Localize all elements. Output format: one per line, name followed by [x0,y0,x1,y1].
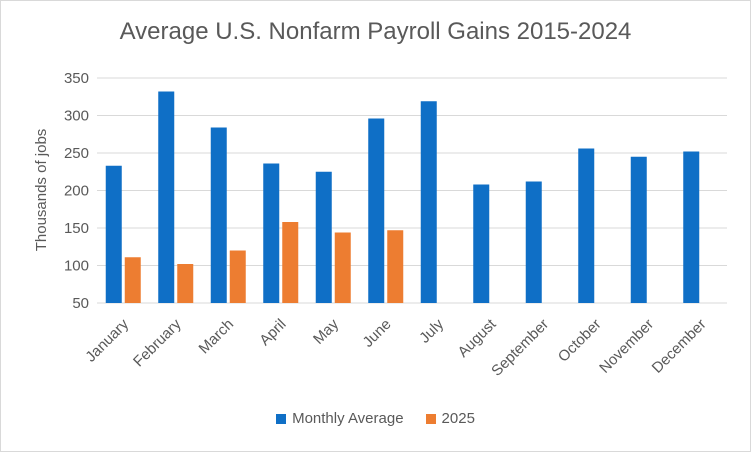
legend-label-monthly-average: Monthly Average [292,410,404,427]
bar-monthly-average-july [420,101,437,303]
legend-item-monthly-average: Monthly Average [276,410,404,427]
legend-item-2025: 2025 [425,410,475,427]
x-tick-label: November [596,316,657,377]
y-tick-label: 300 [64,108,89,125]
bar-monthly-average-october [578,148,595,303]
x-tick-label: October [555,316,605,366]
bar-monthly-average-august [473,184,490,303]
bar-monthly-average-january [105,165,122,303]
y-tick-label: 250 [64,145,89,162]
bar-monthly-average-december [683,151,700,303]
bar-monthly-average-june [368,118,385,303]
legend: Monthly Average 2025 [0,410,751,427]
legend-swatch-2025 [425,413,436,424]
bar-2025-january [124,257,141,303]
legend-swatch-monthly-average [276,413,287,424]
bar-2025-may [334,232,351,303]
bar-2025-march [229,250,246,303]
y-tick-label: 50 [72,295,89,312]
x-tick-label: August [455,315,501,361]
bar-2025-april [282,222,299,303]
x-tick-label: June [360,316,395,351]
chart-title: Average U.S. Nonfarm Payroll Gains 2015-… [119,18,632,45]
legend-label-2025: 2025 [441,410,475,427]
x-tick-label: January [82,315,132,365]
x-tick-label: May [310,315,342,347]
y-tick-label: 150 [64,220,89,237]
bar-2025-february [177,264,194,303]
y-tick-label: 200 [64,183,89,200]
bar-2025-june [387,230,404,303]
x-tick-label: July [416,315,447,346]
x-tick-label: September [488,316,552,380]
bar-monthly-average-may [315,171,332,303]
bar-monthly-average-february [158,91,175,303]
x-tick-label: December [649,316,710,377]
y-axis-label: Thousands of jobs [33,129,50,252]
bar-monthly-average-march [210,127,227,303]
x-tick-label: March [196,316,237,357]
y-tick-label: 350 [64,70,89,87]
bar-monthly-average-november [630,156,647,303]
x-tick-label: April [256,316,289,349]
bar-monthly-average-september [525,181,542,303]
x-tick-label: February [130,315,185,370]
y-tick-label: 100 [64,258,89,275]
bar-monthly-average-april [263,163,280,303]
